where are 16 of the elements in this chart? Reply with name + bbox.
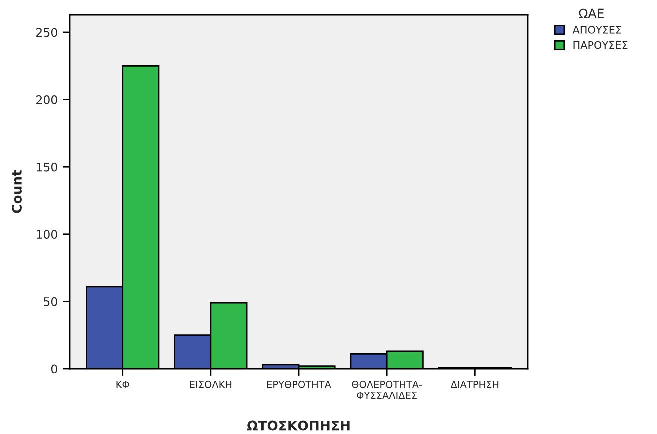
y-tick-label: 250	[36, 28, 58, 38]
y-axis-title: Count	[12, 170, 22, 214]
x-tick-label: ΚΦ	[116, 381, 130, 388]
y-tick-label: 100	[36, 230, 58, 240]
legend-title: ΩΑΕ	[579, 8, 604, 18]
x-tick-label: ΕΡΥΘΡΟΤΗΤΑ	[267, 380, 332, 388]
x-tick-label: ΕΙΣΟΛΚΗ	[190, 380, 232, 388]
x-tick-label: ΘΟΛΕΡΟΤΗΤΑ- ΦΥΣΣΑΛΙΔΕΣ	[352, 380, 422, 400]
y-tick-label: 0	[51, 364, 58, 374]
legend-label: ΠΑΡΟΥΣΕΣ	[574, 41, 628, 50]
legend-label: ΑΠΟΥΣΕΣ	[572, 26, 622, 34]
y-tick-label: 200	[36, 96, 58, 104]
x-tick-label: ΔΙΑΤΡΗΣΗ	[450, 381, 499, 388]
y-tick-label: 150	[36, 162, 58, 172]
y-tick-label: 50	[44, 297, 58, 306]
x-axis-title: ΩΤΟΣΚΟΠΗΣΗ	[247, 420, 350, 431]
